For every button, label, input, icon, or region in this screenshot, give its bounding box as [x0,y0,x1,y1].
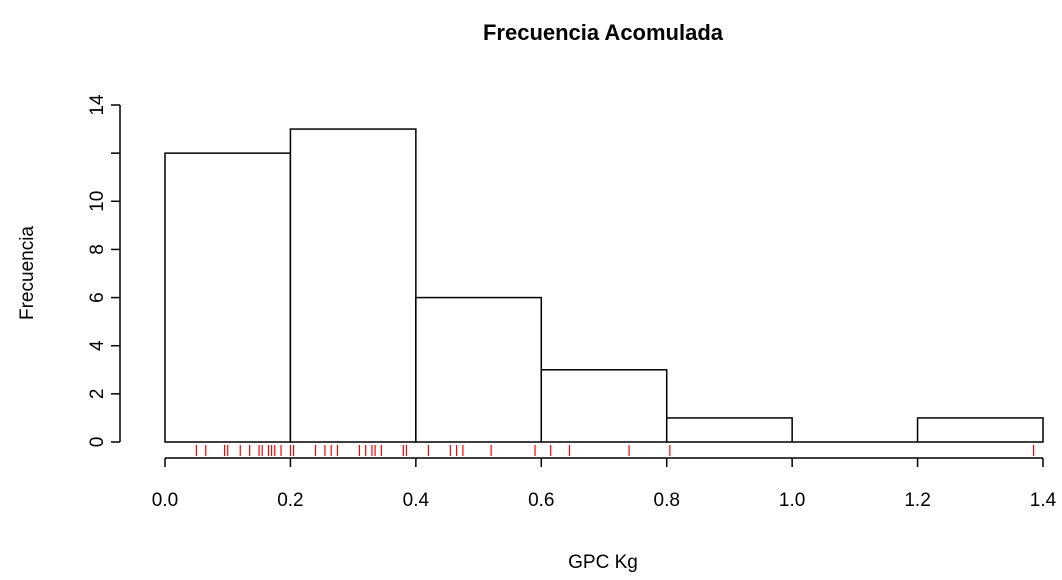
histogram-bar-2 [415,296,543,443]
histogram-bar-1 [289,128,417,443]
y-tick-label: 0 [87,437,108,448]
histogram-bar-4 [665,417,793,443]
histogram-bar-3 [540,369,668,443]
y-tick-label: 10 [87,191,108,212]
x-tick-label: 0.0 [152,490,178,511]
x-axis: 0.0 0.2 0.4 0.6 0.8 1.0 1.2 1.4 [152,457,1057,511]
x-tick-label: 0.4 [403,490,430,511]
y-tick-label: 14 [87,94,108,116]
y-tick-label: 4 [87,340,108,351]
y-axis-label: Frecuencia [17,226,38,320]
y-tick-label: 6 [87,292,108,303]
x-axis-label: GPC Kg [568,552,638,573]
y-axis: 0 2 4 6 8 10 14 [87,94,121,448]
bars [164,128,1044,443]
x-tick-label: 1.2 [904,490,930,511]
x-tick-label: 1.4 [1030,490,1057,511]
x-tick-label: 1.0 [779,490,805,511]
chart-title: Frecuencia Acomulada [483,20,724,45]
histogram-bar-0 [164,152,292,443]
rug-marks [195,445,1035,456]
x-tick-label: 0.8 [654,490,680,511]
y-tick-label: 8 [87,244,108,255]
y-tick-label: 2 [87,389,108,400]
x-tick-label: 0.6 [528,490,554,511]
histogram-bar-6 [916,417,1044,443]
x-tick-label: 0.2 [277,490,303,511]
